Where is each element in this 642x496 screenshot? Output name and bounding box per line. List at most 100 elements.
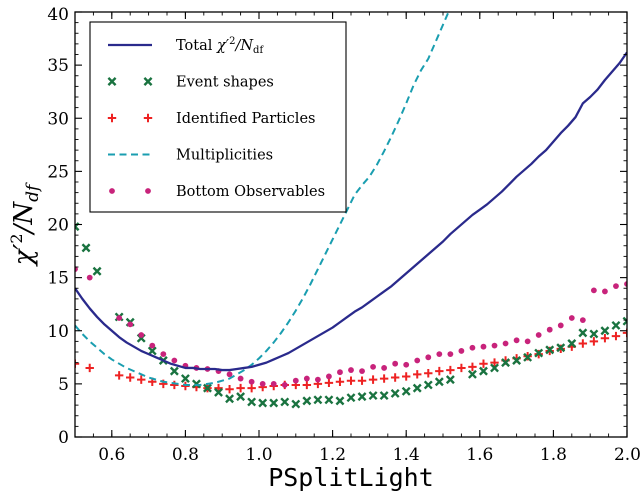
legend-label: Total χ′2/Ndf: [176, 36, 264, 56]
data-point-bottom-observables: [579, 317, 586, 324]
data-point-bottom-observables: [259, 380, 266, 387]
data-point-event-shapes: [434, 377, 444, 387]
data-point-bottom-observables: [359, 368, 365, 375]
data-point-event-shapes: [357, 392, 367, 402]
data-point-bottom-observables: [425, 354, 432, 361]
y-axis-title-sub: df: [23, 182, 43, 202]
x-tick-label: 1.2: [319, 445, 346, 465]
data-point-bottom-observables: [348, 367, 354, 373]
data-point-event-shapes: [147, 346, 157, 356]
data-point-identified-particles: [302, 380, 312, 390]
data-point-identified-particles: [357, 376, 367, 385]
legend-item-total-2-ndf: Total χ′2/Ndf: [108, 36, 264, 56]
data-point-identified-particles: [225, 384, 234, 394]
data-point-identified-particles: [479, 359, 488, 368]
legend-label: Multiplicities: [176, 148, 273, 164]
data-point-bottom-observables: [502, 340, 509, 347]
x-tick-label: 1.8: [540, 445, 567, 465]
x-tick-label: 1.6: [466, 445, 493, 465]
series-line-multiplicities: [75, 12, 450, 386]
data-point-identified-particles: [600, 333, 610, 343]
data-point-bottom-observables: [624, 281, 627, 287]
data-point-event-shapes: [523, 352, 533, 362]
x-tick-label: 1.4: [393, 445, 420, 465]
legend-swatch: [109, 188, 115, 194]
data-point-event-shapes: [412, 383, 422, 393]
data-point-event-shapes: [589, 329, 599, 339]
series-bottom-observables: [75, 266, 627, 388]
data-point-bottom-observables: [513, 337, 520, 344]
data-point-identified-particles: [578, 339, 588, 348]
legend-swatch: [107, 77, 117, 86]
data-point-bottom-observables: [392, 360, 399, 367]
data-point-event-shapes: [479, 366, 488, 376]
series-line-total-2-ndf: [75, 51, 627, 372]
data-point-event-shapes: [269, 398, 279, 408]
y-tick-label: 25: [47, 162, 69, 182]
data-point-bottom-observables: [160, 351, 167, 358]
data-point-event-shapes: [247, 397, 257, 407]
data-point-bottom-observables: [149, 342, 156, 349]
x-tick-label: 1.0: [245, 445, 272, 465]
data-point-event-shapes: [180, 374, 190, 384]
data-point-event-shapes: [390, 388, 400, 398]
data-point-bottom-observables: [326, 373, 332, 380]
data-point-identified-particles: [324, 378, 334, 388]
data-point-bottom-observables: [403, 361, 410, 368]
data-point-event-shapes: [92, 266, 102, 276]
data-point-bottom-observables: [546, 326, 553, 333]
data-point-event-shapes: [512, 356, 522, 365]
x-tick-label: 0.6: [98, 445, 125, 465]
data-point-event-shapes: [258, 398, 268, 408]
y-axis-title-main: χ′: [9, 244, 39, 268]
data-point-bottom-observables: [524, 338, 531, 345]
data-point-bottom-observables: [381, 365, 388, 371]
x-axis-title: PSplitLight: [268, 463, 434, 492]
data-point-event-shapes: [445, 375, 455, 385]
data-point-identified-particles: [236, 383, 245, 393]
data-point-bottom-observables: [303, 375, 310, 382]
data-point-event-shapes: [291, 399, 301, 409]
data-point-event-shapes: [534, 348, 544, 358]
y-axis-title-denom: /N: [9, 201, 39, 237]
data-point-bottom-observables: [568, 315, 575, 321]
y-tick-label: 10: [47, 322, 69, 342]
data-point-bottom-observables: [314, 376, 321, 383]
y-tick-label: 15: [47, 269, 69, 289]
legend-label: Bottom Observables: [176, 184, 325, 200]
data-point-event-shapes: [401, 386, 411, 396]
legend-label: Identified Particles: [176, 111, 315, 127]
data-point-event-shapes: [467, 369, 477, 379]
data-point-event-shapes: [203, 383, 212, 393]
data-point-identified-particles: [335, 377, 345, 386]
data-point-identified-particles: [446, 365, 455, 375]
data-point-bottom-observables: [447, 351, 454, 358]
data-point-identified-particles: [435, 366, 444, 376]
legend-label: Event shapes: [176, 75, 274, 91]
data-point-bottom-observables: [127, 321, 134, 328]
data-point-identified-particles: [390, 373, 400, 382]
data-point-event-shapes: [379, 391, 389, 401]
data-point-event-shapes: [567, 339, 577, 348]
data-point-identified-particles: [589, 337, 599, 346]
data-point-bottom-observables: [613, 283, 619, 290]
y-axis-title-exp: 2: [7, 233, 26, 243]
data-point-event-shapes: [501, 358, 511, 368]
series-event-shapes: [75, 222, 627, 409]
data-point-bottom-observables: [557, 322, 564, 329]
data-point-identified-particles: [346, 376, 356, 385]
y-tick-label: 30: [47, 109, 69, 129]
data-point-bottom-observables: [86, 274, 93, 281]
data-point-event-shapes: [490, 363, 499, 373]
ticks: 0.6 0.8 1.0 1.2 1.4 1.6 1.8 2.0 0 5 10 15 20 25 30 35 40: [47, 5, 641, 465]
data-point-event-shapes: [302, 396, 312, 406]
data-point-event-shapes: [81, 243, 91, 253]
series-multiplicities: [75, 12, 450, 386]
data-point-identified-particles: [424, 369, 433, 378]
data-point-identified-particles: [75, 359, 80, 368]
data-point-event-shapes: [313, 395, 323, 405]
data-point-bottom-observables: [414, 357, 421, 364]
data-point-identified-particles: [137, 375, 146, 384]
data-point-identified-particles: [247, 383, 256, 393]
